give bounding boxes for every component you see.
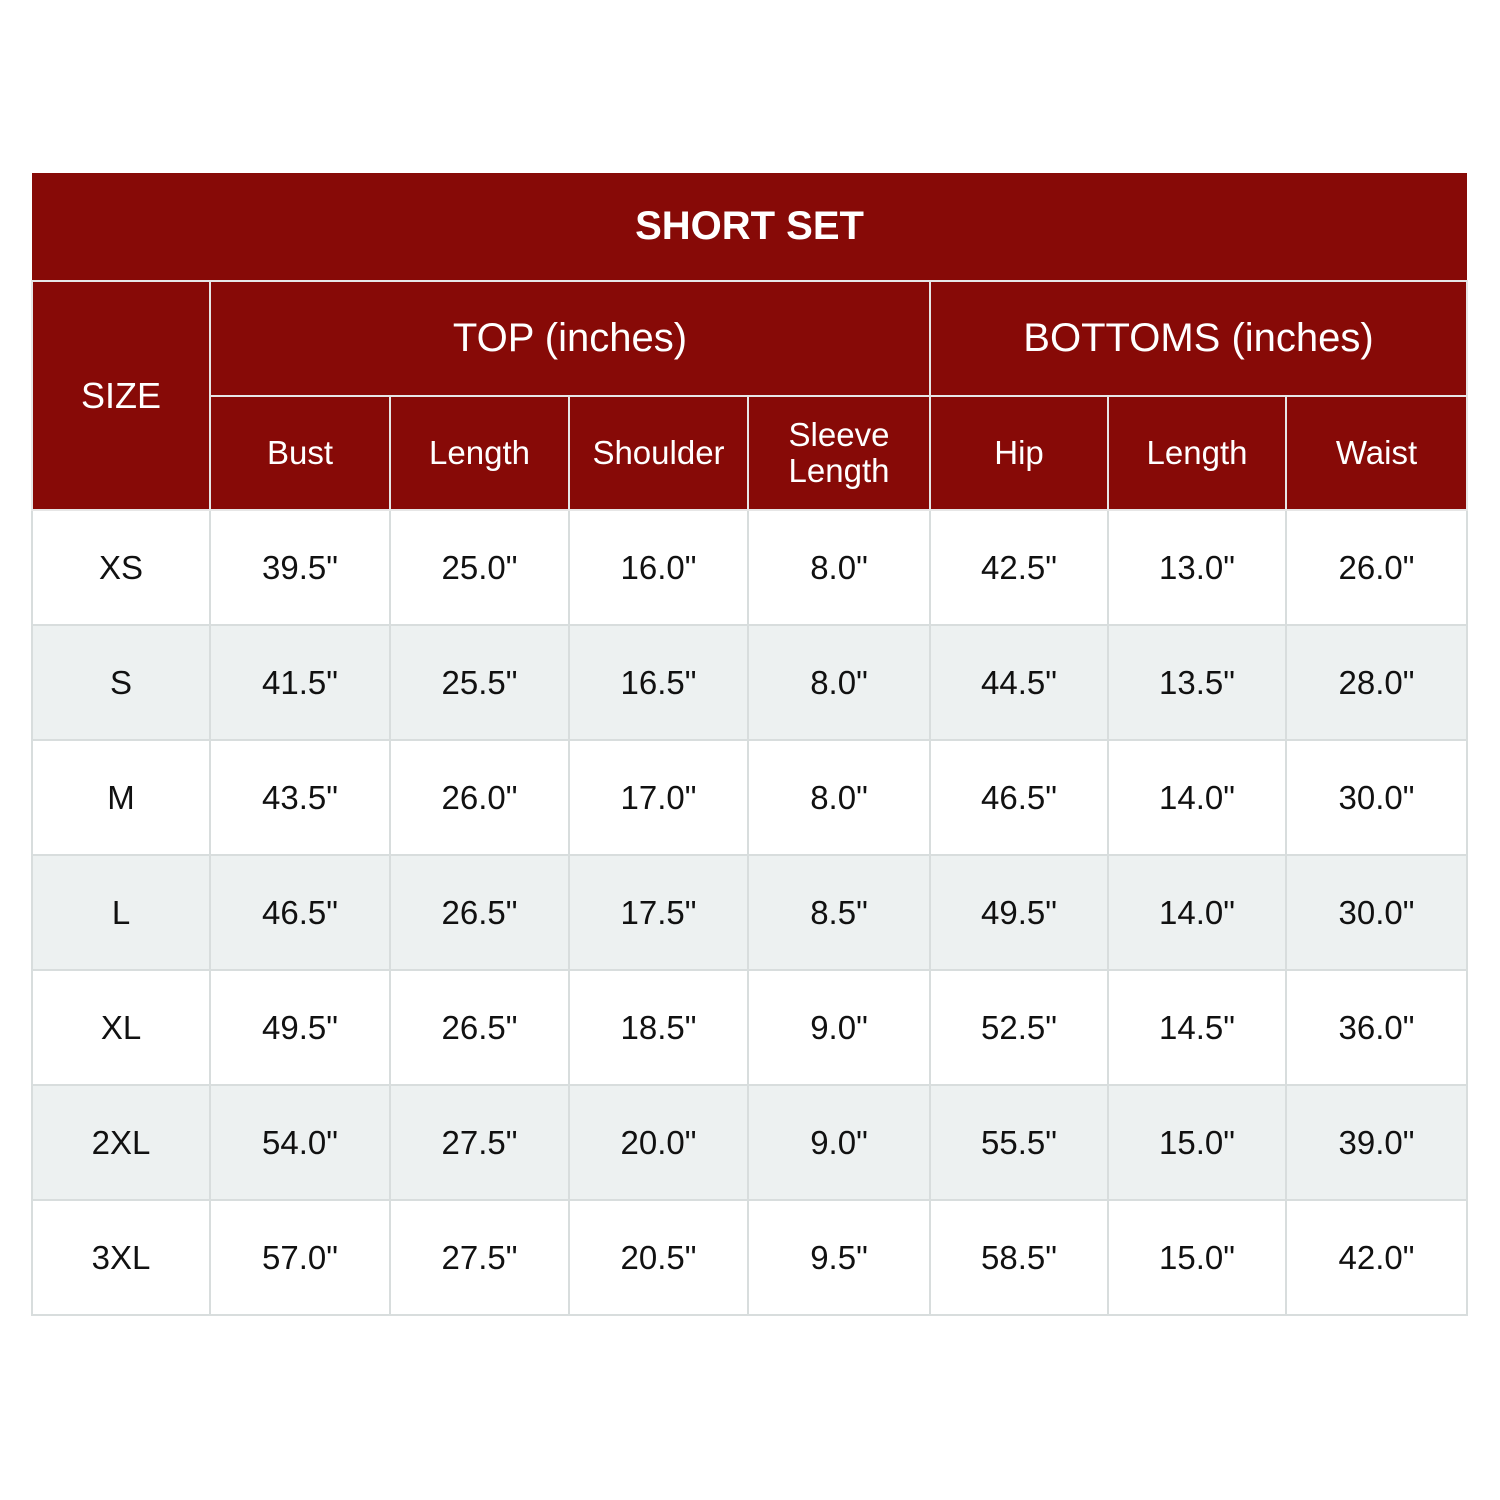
- measurement-cell: 16.0": [568, 509, 749, 626]
- size-cell: 2XL: [31, 1084, 211, 1201]
- column-header: Length: [1107, 395, 1287, 511]
- measurement-cell: 9.5": [747, 1199, 931, 1316]
- measurement-cell: 46.5": [929, 739, 1109, 856]
- column-header: Shoulder: [568, 395, 749, 511]
- measurement-cell: 20.5": [568, 1199, 749, 1316]
- size-chart-table: SHORT SET SIZE TOP (inches) BOTTOMS (inc…: [31, 173, 1469, 1316]
- measurement-cell: 16.5": [568, 624, 749, 741]
- column-header: Waist: [1284, 395, 1469, 511]
- column-header: Hip: [929, 395, 1109, 511]
- measurement-cell: 9.0": [747, 1084, 931, 1201]
- measurement-cell: 44.5": [929, 624, 1109, 741]
- table-row: M 43.5" 26.0" 17.0" 8.0" 46.5" 14.0" 30.0": [31, 739, 1469, 856]
- size-cell: M: [31, 739, 211, 856]
- size-header: SIZE: [31, 280, 211, 511]
- measurement-cell: 15.0": [1107, 1199, 1287, 1316]
- measurement-cell: 55.5": [929, 1084, 1109, 1201]
- measurement-cell: 8.0": [747, 739, 931, 856]
- measurement-cell: 52.5": [929, 969, 1109, 1086]
- measurement-cell: 28.0": [1284, 624, 1469, 741]
- measurement-cell: 17.5": [568, 854, 749, 971]
- measurement-cell: 26.5": [389, 854, 570, 971]
- measurement-cell: 26.0": [389, 739, 570, 856]
- measurement-cell: 27.5": [389, 1199, 570, 1316]
- measurement-cell: 15.0": [1107, 1084, 1287, 1201]
- measurement-cell: 27.5": [389, 1084, 570, 1201]
- column-header: Length: [389, 395, 570, 511]
- top-group-header: TOP (inches): [209, 280, 931, 397]
- measurement-cell: 13.0": [1107, 509, 1287, 626]
- bottoms-group-header: BOTTOMS (inches): [928, 280, 1469, 397]
- measurement-cell: 13.5": [1107, 624, 1287, 741]
- measurement-cell: 39.0": [1284, 1084, 1469, 1201]
- size-cell: XL: [31, 969, 211, 1086]
- column-header: Sleeve Length: [747, 395, 931, 511]
- measurement-cell: 26.5": [389, 969, 570, 1086]
- measurement-cell: 17.0": [568, 739, 749, 856]
- measurement-cell: 49.5": [209, 969, 391, 1086]
- measurement-cell: 8.0": [747, 509, 931, 626]
- table-row: XS 39.5" 25.0" 16.0" 8.0" 42.5" 13.0" 26.0": [31, 509, 1469, 626]
- measurement-cell: 42.0": [1284, 1199, 1469, 1316]
- measurement-cell: 42.5": [929, 509, 1109, 626]
- measurement-cell: 54.0": [209, 1084, 391, 1201]
- column-header: Bust: [209, 395, 391, 511]
- measurement-cell: 39.5": [209, 509, 391, 626]
- measurement-cell: 25.5": [389, 624, 570, 741]
- table-row: L 46.5" 26.5" 17.5" 8.5" 49.5" 14.0" 30.0": [31, 854, 1469, 971]
- measurement-cell: 9.0": [747, 969, 931, 1086]
- size-cell: 3XL: [31, 1199, 211, 1316]
- measurement-cell: 18.5": [568, 969, 749, 1086]
- measurement-cell: 30.0": [1284, 854, 1469, 971]
- measurement-cell: 26.0": [1284, 509, 1469, 626]
- size-cell: S: [31, 624, 211, 741]
- measurement-cell: 14.0": [1107, 739, 1287, 856]
- measurement-cell: 36.0": [1284, 969, 1469, 1086]
- table-title: SHORT SET: [32, 173, 1468, 282]
- measurement-cell: 25.0": [389, 509, 570, 626]
- table-row: 3XL 57.0" 27.5" 20.5" 9.5" 58.5" 15.0" 42.0": [31, 1199, 1469, 1316]
- measurement-cell: 8.0": [747, 624, 931, 741]
- size-cell: XS: [31, 509, 211, 626]
- table-row: XL 49.5" 26.5" 18.5" 9.0" 52.5" 14.5" 36.0": [31, 969, 1469, 1086]
- measurement-cell: 30.0": [1284, 739, 1469, 856]
- measurement-cell: 20.0": [568, 1084, 749, 1201]
- measurement-cell: 43.5": [209, 739, 391, 856]
- measurement-cell: 46.5": [209, 854, 391, 971]
- measurement-cell: 58.5": [929, 1199, 1109, 1316]
- measurement-cell: 14.0": [1107, 854, 1287, 971]
- measurement-cell: 49.5": [929, 854, 1109, 971]
- table-row: 2XL 54.0" 27.5" 20.0" 9.0" 55.5" 15.0" 39.0": [31, 1084, 1469, 1201]
- table-row: S 41.5" 25.5" 16.5" 8.0" 44.5" 13.5" 28.0": [31, 624, 1469, 741]
- measurement-cell: 14.5": [1107, 969, 1287, 1086]
- measurement-cell: 57.0": [209, 1199, 391, 1316]
- size-cell: L: [31, 854, 211, 971]
- measurement-cell: 8.5": [747, 854, 931, 971]
- measurement-cell: 41.5": [209, 624, 391, 741]
